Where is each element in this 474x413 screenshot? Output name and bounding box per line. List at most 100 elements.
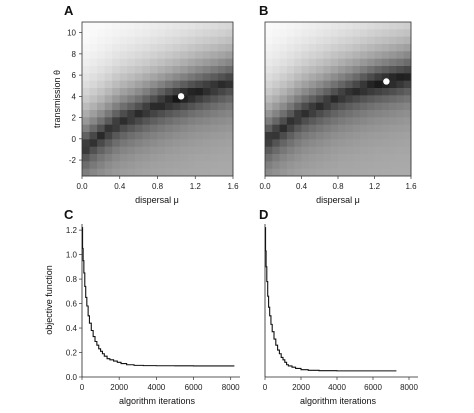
heatmap-cell [265, 73, 273, 82]
heatmap-cell [82, 73, 90, 82]
heatmap-b-x-label: dispersal μ [316, 195, 360, 205]
heatmap-cell [82, 80, 90, 89]
heatmap-cell [157, 73, 166, 82]
heatmap-cell [396, 66, 405, 74]
heatmap-cell [210, 66, 219, 74]
heatmap-cell [265, 168, 273, 177]
x-tick-label: 0.4 [296, 182, 308, 191]
heatmap-cell [294, 154, 302, 162]
heatmap-cell [172, 51, 181, 60]
heatmap-cell [187, 66, 196, 74]
heatmap-cell [127, 36, 136, 45]
heatmap-cell [301, 161, 310, 170]
heatmap-cell [225, 139, 234, 148]
heatmap-cell [367, 66, 375, 74]
heatmap-cell [301, 36, 310, 45]
heatmap-cell [367, 139, 375, 148]
heatmap-cell [301, 154, 310, 162]
heatmap-cell [352, 161, 361, 170]
x-tick-label: 0 [263, 383, 268, 392]
heatmap-cell [195, 95, 204, 104]
heatmap-cell [338, 102, 346, 111]
heatmap-cell [272, 73, 280, 82]
heatmap-cell [142, 110, 151, 118]
heatmap-cell [104, 58, 113, 67]
heatmap-cell [149, 95, 158, 104]
heatmap-cell [286, 110, 295, 118]
heatmap-cell [367, 80, 375, 89]
heatmap-cell [345, 154, 353, 162]
heatmap-cell [389, 44, 397, 52]
heatmap-cell [389, 102, 397, 111]
heatmap-cell [294, 66, 302, 74]
heatmap-cell [187, 161, 196, 170]
panel-label-b: B [259, 3, 268, 18]
heatmap-cell [308, 44, 317, 52]
heatmap-b-x-axis: 0.0 0.4 0.8 1.2 1.6 [259, 176, 417, 191]
heatmap-cell [396, 22, 405, 30]
heatmap-cell [134, 58, 143, 67]
heatmap-cell [359, 161, 368, 170]
heatmap-cell [308, 161, 317, 170]
heatmap-cell [157, 44, 166, 52]
heatmap-cell [396, 73, 405, 82]
heatmap-cell [389, 51, 397, 60]
heatmap-cell [265, 110, 273, 118]
heatmap-cell [134, 51, 143, 60]
heatmap-cell [187, 88, 196, 96]
heatmap-cell [195, 154, 204, 162]
heatmap-cell [172, 110, 181, 118]
heatmap-cell [225, 29, 234, 38]
heatmap-cell [301, 102, 310, 111]
heatmap-cell [97, 95, 106, 104]
heatmap-cell [97, 154, 106, 162]
heatmap-cell [217, 102, 226, 111]
heatmap-cell [286, 102, 295, 111]
heatmap-cell [202, 102, 211, 111]
heatmap-cell [272, 146, 280, 155]
heatmap-cell [403, 80, 412, 89]
heatmap-cell [403, 44, 412, 52]
heatmap-cell [286, 80, 295, 89]
heatmap-cell [172, 139, 181, 148]
y-tick-label: 10 [67, 29, 76, 38]
heatmap-cell [82, 95, 90, 104]
heatmap-cell [195, 168, 204, 177]
x-tick-label: 4000 [147, 383, 165, 392]
heatmap-cell [119, 161, 128, 170]
heatmap-cell [345, 168, 353, 177]
heatmap-cell [389, 124, 397, 133]
heatmap-cell [396, 88, 405, 96]
heatmap-cell [359, 132, 368, 140]
heatmap-cell [301, 22, 310, 30]
heatmap-cell [294, 29, 302, 38]
heatmap-cell [104, 117, 113, 126]
heatmap-cell [265, 80, 273, 89]
heatmap-cell [286, 73, 295, 82]
x-tick-label: 0.0 [76, 182, 88, 191]
heatmap-cell [210, 36, 219, 45]
heatmap-cell [89, 161, 98, 170]
heatmap-cell [180, 36, 189, 45]
heatmap-cell [89, 44, 98, 52]
heatmap-cell [104, 73, 113, 82]
heatmap-cell [301, 66, 310, 74]
heatmap-cell [352, 124, 361, 133]
heatmap-cell [367, 44, 375, 52]
heatmap-cell [104, 124, 113, 133]
heatmap-cell [301, 117, 310, 126]
heatmap-cell [104, 146, 113, 155]
heatmap-cell [187, 29, 196, 38]
heatmap-cell [367, 154, 375, 162]
heatmap-cell [359, 139, 368, 148]
heatmap-cell [367, 102, 375, 111]
heatmap-cell [172, 58, 181, 67]
heatmap-cell [345, 80, 353, 89]
heatmap-cell [374, 95, 383, 104]
heatmap-cell [265, 139, 273, 148]
heatmap-cell [210, 110, 219, 118]
heatmap-cell [187, 58, 196, 67]
heatmap-cell [374, 117, 383, 126]
heatmap-cell [286, 51, 295, 60]
heatmap-cell [389, 66, 397, 74]
